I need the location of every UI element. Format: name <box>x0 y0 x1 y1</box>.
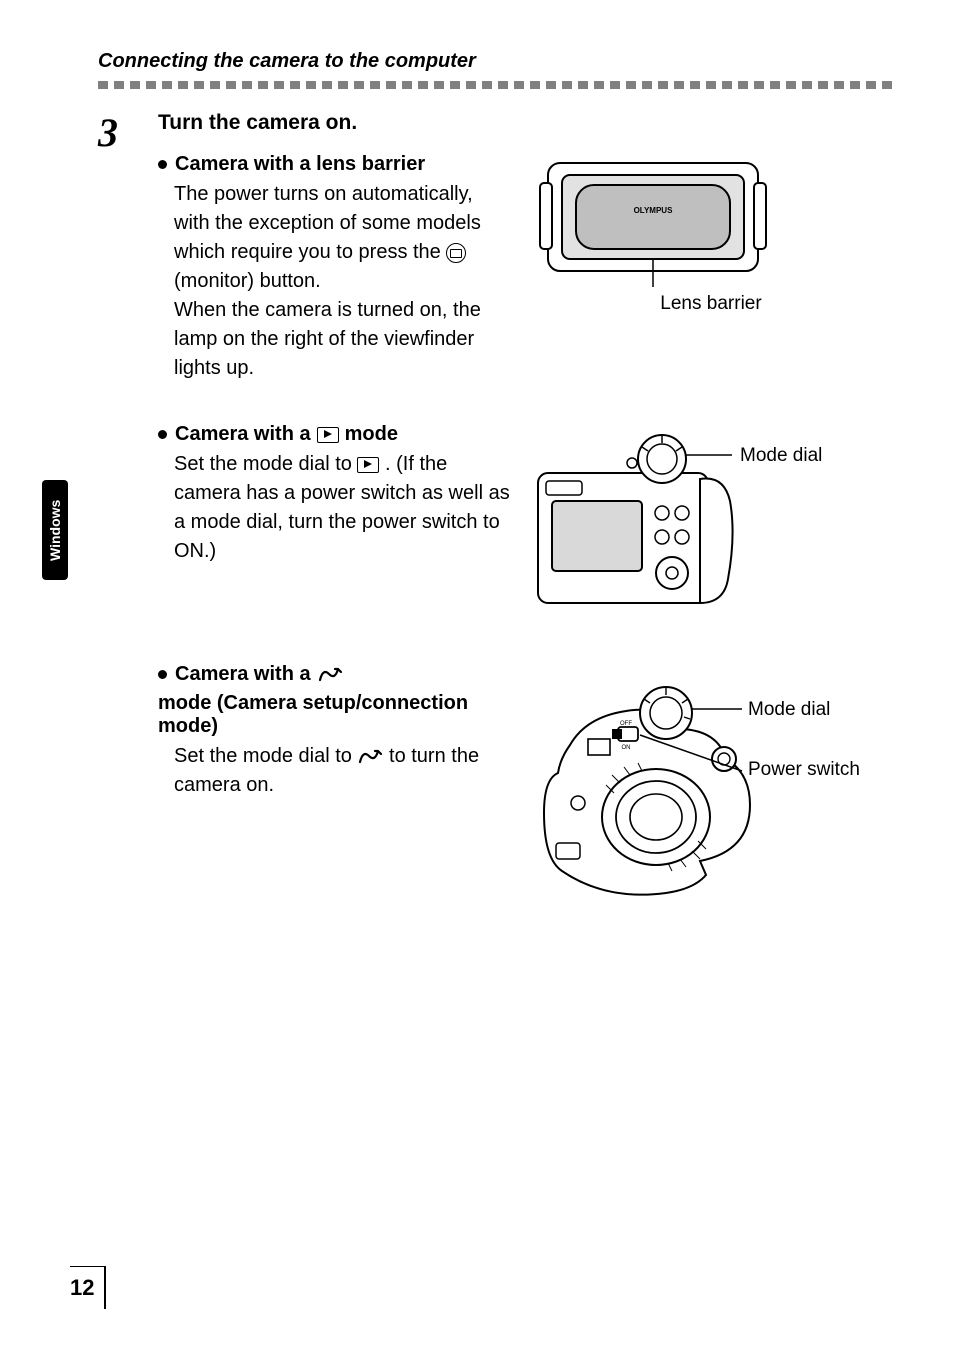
figure-setup-mode: OFF ON Mode dia <box>528 663 894 923</box>
sidebar-tab-windows: Windows <box>42 480 68 580</box>
bullet-heading: Camera with a mode (Camera setup/connect… <box>158 663 510 738</box>
body-text-extra: When the camera is turned on, the lamp o… <box>174 299 481 379</box>
body-text-before: Set the mode dial to <box>174 745 357 767</box>
bullet-dot-icon <box>158 670 167 679</box>
figure-lens-barrier: OLYMPUS Lens barrier <box>528 153 894 315</box>
monitor-icon <box>446 243 466 263</box>
page-header: Connecting the camera to the computer <box>98 50 894 73</box>
bullet-heading-prefix: Camera with a <box>175 423 311 446</box>
bullet-lens-barrier: Camera with a lens barrier The power tur… <box>158 153 894 383</box>
bullet-dot-icon <box>158 160 167 169</box>
svg-text:OLYMPUS: OLYMPUS <box>634 206 673 215</box>
play-icon <box>357 457 379 473</box>
svg-text:OFF: OFF <box>620 721 632 727</box>
figure-play-mode: Mode dial <box>528 423 894 623</box>
bullet-heading: Camera with a mode <box>158 423 510 446</box>
step-number: 3 <box>98 111 158 153</box>
section-divider <box>98 81 894 91</box>
bullet-text: Camera with a mode (Camera setup/connect… <box>158 663 528 800</box>
setup-icon <box>357 748 383 766</box>
figure-label-mode-dial: Mode dial <box>748 699 830 721</box>
bullet-text: Camera with a mode Set the mode dial to … <box>158 423 528 566</box>
footer-rule <box>104 1267 106 1309</box>
bullet-body: Set the mode dial to . (If the camera ha… <box>158 450 510 566</box>
bullet-body: The power turns on automatically, with t… <box>158 180 510 383</box>
play-icon <box>317 427 339 443</box>
setup-icon <box>317 666 343 684</box>
footer-rule <box>70 1266 106 1268</box>
bullet-heading-suffix: mode <box>345 423 398 446</box>
body-text-before: Set the mode dial to <box>174 453 357 475</box>
figure-label-mode-dial: Mode dial <box>740 445 822 467</box>
figure-label-lens-barrier: Lens barrier <box>528 293 894 315</box>
bullet-heading: Camera with a lens barrier <box>158 153 510 176</box>
step-body: Turn the camera on. Camera with a lens b… <box>158 111 894 963</box>
bullet-setup-mode: Camera with a mode (Camera setup/connect… <box>158 663 894 923</box>
figure-label-power-switch: Power switch <box>748 759 860 782</box>
body-text-before: The power turns on automatically, with t… <box>174 183 481 263</box>
page-number: 12 <box>70 1275 94 1301</box>
bullet-heading-prefix: Camera with a <box>175 663 311 686</box>
bullet-heading-text: Camera with a lens barrier <box>175 153 425 176</box>
bullet-play-mode: Camera with a mode Set the mode dial to … <box>158 423 894 623</box>
bullet-body: Set the mode dial to to turn the camera … <box>158 742 510 800</box>
bullet-heading-suffix: mode (Camera setup/connection mode) <box>158 692 510 738</box>
bullet-text: Camera with a lens barrier The power tur… <box>158 153 528 383</box>
step-row: 3 Turn the camera on. Camera with a lens… <box>98 111 894 963</box>
bullet-dot-icon <box>158 430 167 439</box>
body-text-after: (monitor) button. <box>174 270 321 292</box>
svg-text:ON: ON <box>622 745 631 751</box>
page: Connecting the camera to the computer Wi… <box>0 0 954 1345</box>
step-title: Turn the camera on. <box>158 111 894 135</box>
